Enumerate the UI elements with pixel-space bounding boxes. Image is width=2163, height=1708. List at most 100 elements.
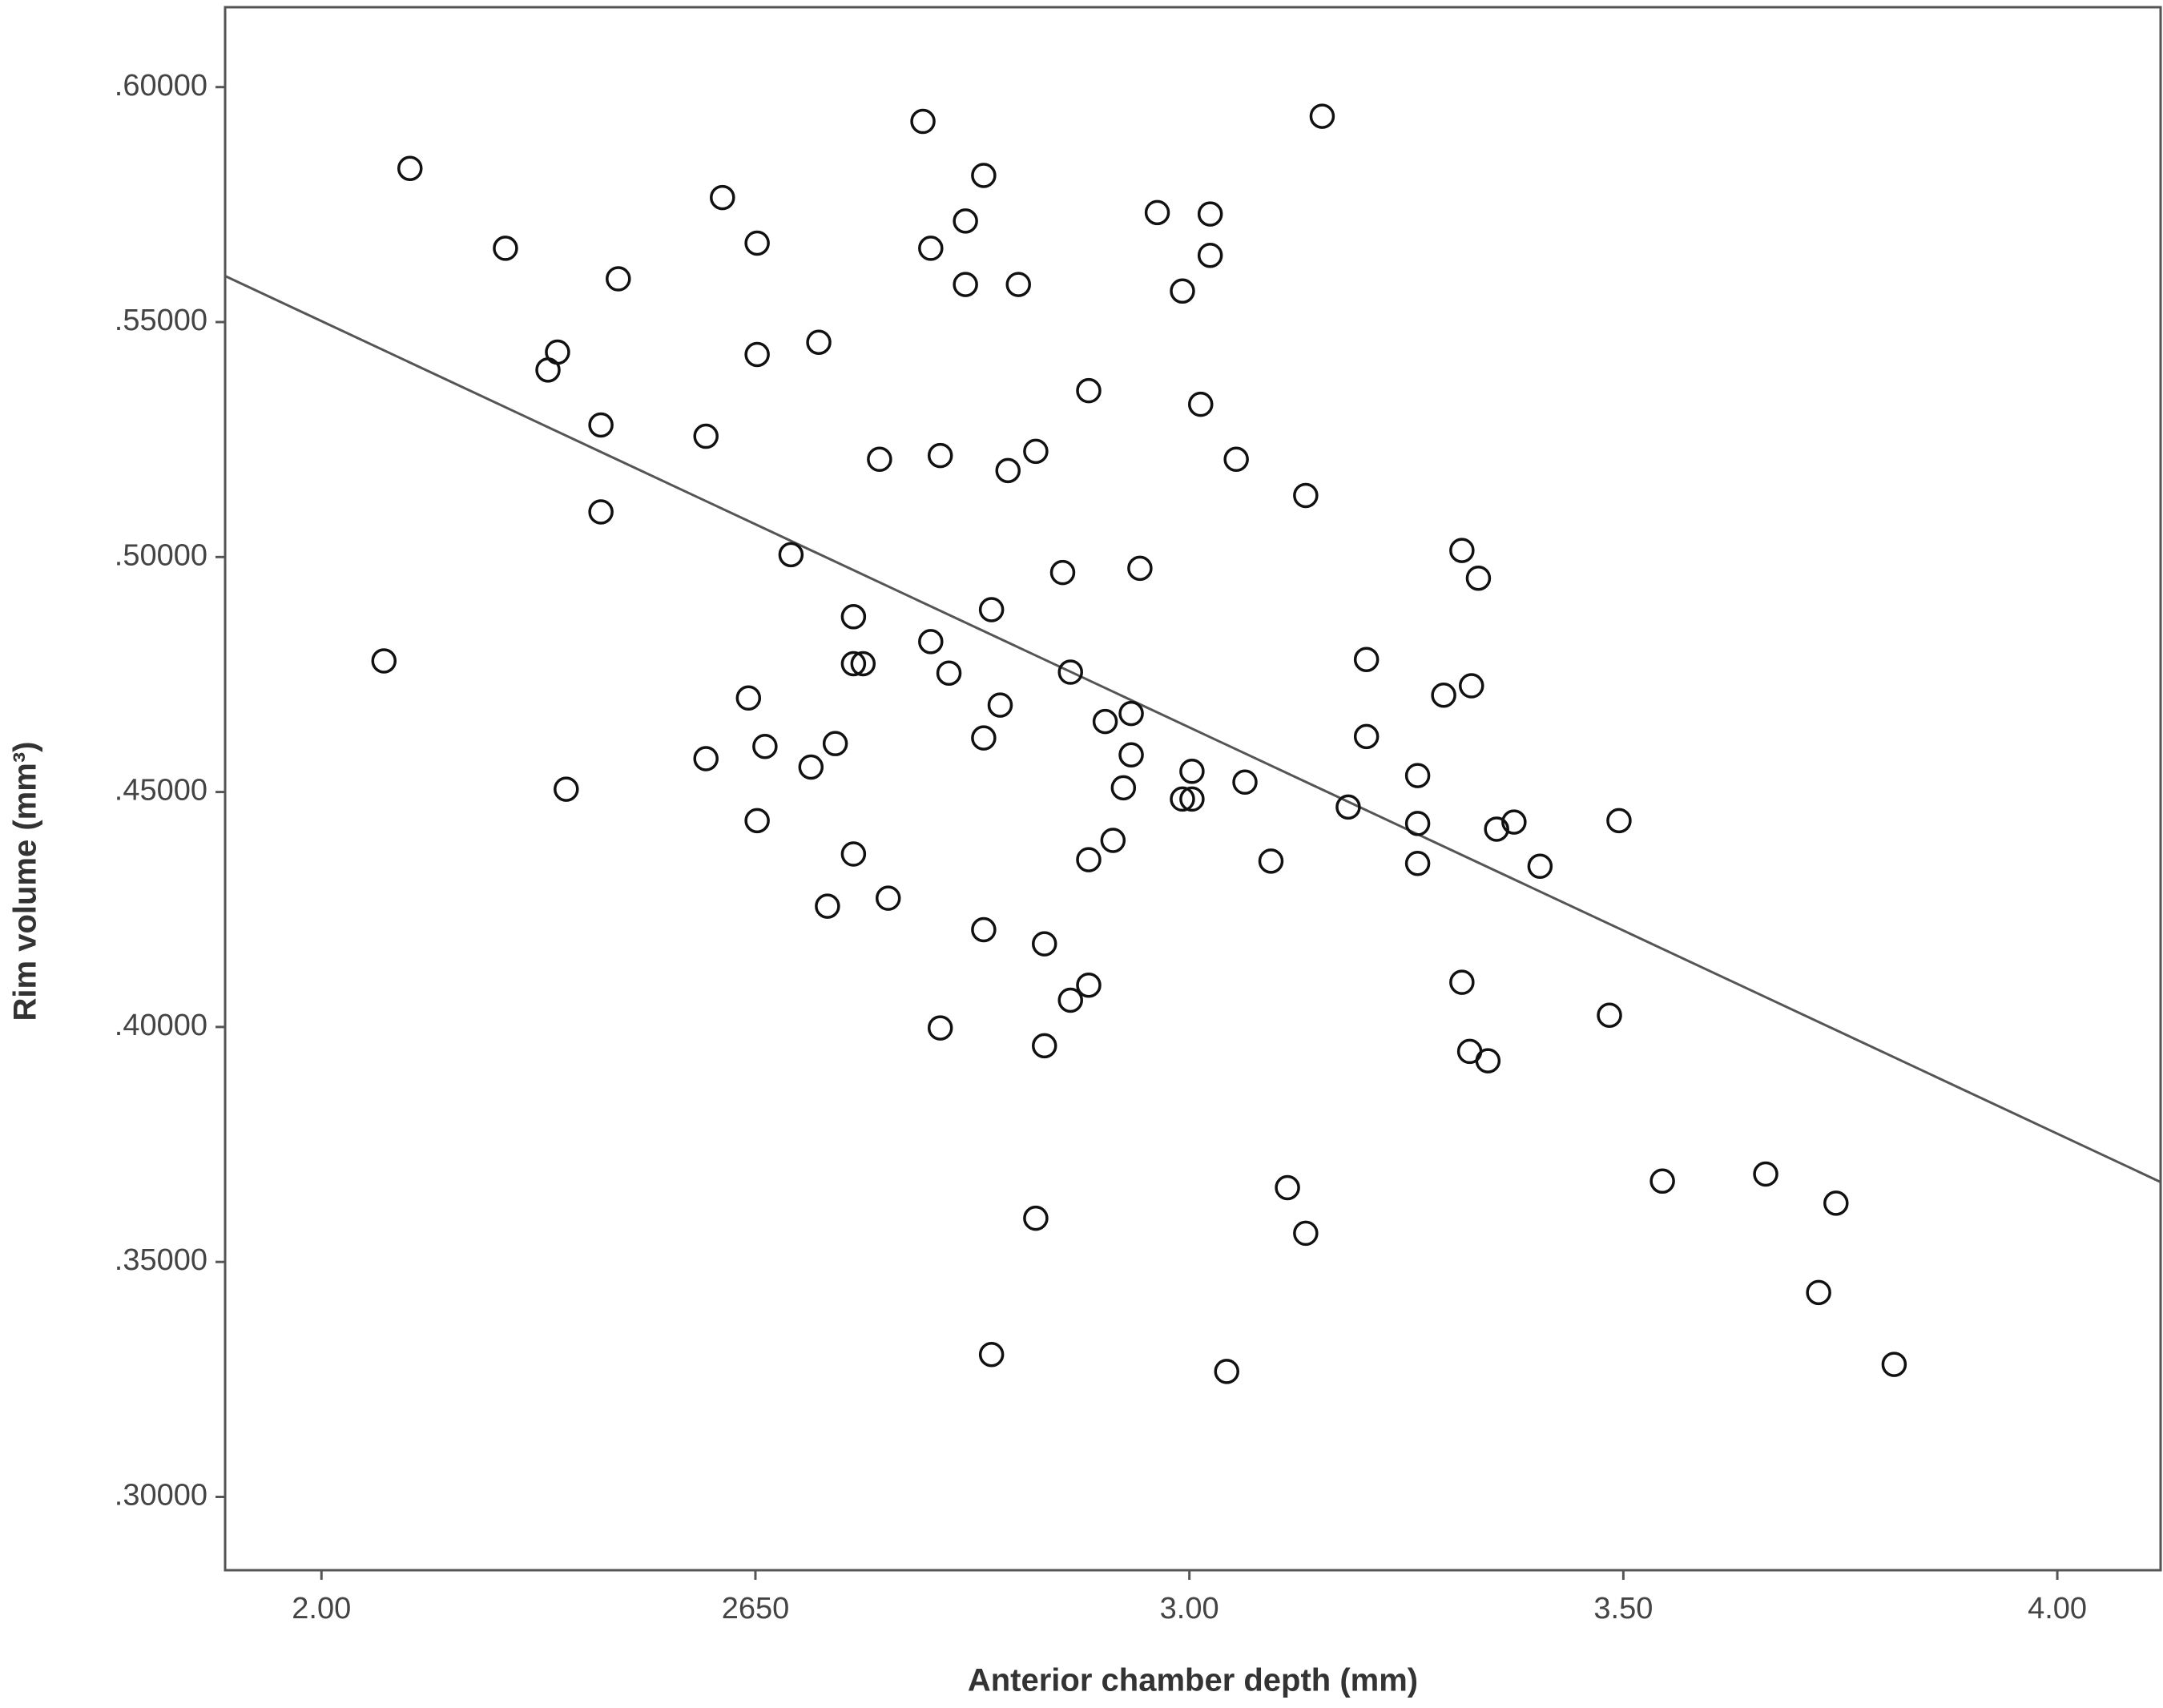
y-tick-label: .35000 <box>115 1243 207 1277</box>
x-axis-title: Anterior chamber depth (mm) <box>968 1663 1418 1698</box>
data-point <box>1465 565 1492 591</box>
data-point <box>1597 1002 1622 1028</box>
data-point <box>397 155 423 181</box>
data-point <box>1606 808 1632 834</box>
y-tick-label: .45000 <box>115 774 207 808</box>
data-point <box>744 230 770 256</box>
data-point <box>1823 1190 1849 1216</box>
trend-line <box>224 275 2161 1183</box>
data-point <box>1223 446 1249 473</box>
data-point <box>1293 1220 1319 1247</box>
data-point <box>815 893 840 919</box>
data-point <box>1214 1359 1240 1384</box>
data-point <box>1057 659 1083 685</box>
data-point <box>1232 769 1258 796</box>
data-point <box>1309 103 1335 129</box>
data-point <box>1179 759 1205 784</box>
data-point <box>1100 828 1126 853</box>
data-point <box>1049 559 1076 586</box>
data-point <box>1404 811 1431 836</box>
data-point <box>971 163 997 188</box>
data-point <box>1484 816 1509 842</box>
y-tick-label: .55000 <box>115 304 207 337</box>
data-point <box>1092 708 1118 735</box>
data-point <box>693 423 719 449</box>
data-point <box>1449 969 1475 995</box>
data-point <box>710 184 735 211</box>
data-point <box>1188 391 1214 417</box>
data-point <box>588 412 614 438</box>
data-point <box>910 108 936 135</box>
data-point <box>918 236 944 261</box>
data-point <box>953 208 978 234</box>
data-point <box>371 648 397 674</box>
data-point <box>588 499 614 525</box>
data-point <box>493 236 518 261</box>
y-tick-label: .30000 <box>115 1479 207 1513</box>
data-point <box>1127 555 1153 582</box>
data-point <box>978 1342 1005 1368</box>
data-point <box>1118 742 1144 768</box>
data-point <box>1076 972 1102 998</box>
x-tick-label: 3.00 <box>1160 1592 1219 1625</box>
data-point <box>1275 1174 1300 1201</box>
y-axis-title: Rim volume (mm³) <box>8 742 43 1021</box>
y-tick-label: .60000 <box>115 69 207 103</box>
data-point <box>1353 723 1380 750</box>
data-point <box>778 542 804 568</box>
data-point <box>840 841 867 867</box>
data-point <box>936 660 962 686</box>
data-point <box>822 731 848 756</box>
data-point <box>995 457 1021 484</box>
data-point <box>1023 438 1049 465</box>
data-point <box>971 725 997 751</box>
data-point <box>1431 683 1456 708</box>
data-point <box>1753 1161 1778 1187</box>
data-point <box>1459 673 1484 699</box>
data-point <box>744 808 770 834</box>
data-point <box>752 733 778 759</box>
data-point <box>918 629 944 655</box>
data-point <box>987 692 1013 718</box>
data-point <box>1057 987 1083 1013</box>
data-point <box>1475 1048 1501 1074</box>
data-point <box>927 442 953 469</box>
data-point <box>875 885 901 911</box>
data-point <box>1076 847 1102 872</box>
data-point <box>1197 201 1223 227</box>
data-point <box>1023 1205 1049 1231</box>
x-tick-label: 3.50 <box>1593 1592 1653 1625</box>
data-point <box>1527 853 1553 880</box>
data-point <box>840 604 867 630</box>
data-point <box>1197 242 1223 268</box>
data-point <box>978 597 1005 622</box>
data-point <box>1031 931 1057 957</box>
data-point <box>1649 1168 1675 1194</box>
data-point <box>850 651 876 677</box>
data-point <box>606 266 631 292</box>
data-point <box>971 916 997 943</box>
data-point <box>1335 794 1361 820</box>
data-point <box>927 1015 953 1041</box>
data-point <box>1170 278 1195 304</box>
x-tick-label: 2650 <box>722 1592 790 1625</box>
data-point <box>1404 851 1431 876</box>
data-point <box>1179 786 1205 812</box>
data-point <box>867 446 892 473</box>
plot-frame <box>224 6 2162 1572</box>
data-point <box>1501 809 1527 835</box>
data-point <box>735 685 762 711</box>
data-point <box>744 341 770 368</box>
data-point <box>1258 848 1284 874</box>
data-point <box>1031 1033 1057 1059</box>
data-point <box>545 339 570 365</box>
data-point <box>1404 763 1431 788</box>
data-point <box>1449 538 1475 563</box>
data-point <box>1170 786 1195 812</box>
data-point <box>1118 700 1144 727</box>
data-point <box>1353 647 1380 672</box>
data-point <box>1881 1351 1907 1377</box>
data-point <box>953 272 978 297</box>
